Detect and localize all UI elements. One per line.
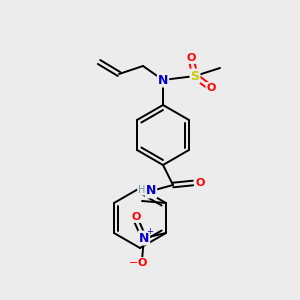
Text: −: − <box>129 258 139 268</box>
Text: O: O <box>131 212 141 222</box>
Text: H: H <box>138 185 145 195</box>
Text: N: N <box>146 184 156 197</box>
Text: O: O <box>186 53 196 63</box>
Text: S: S <box>190 70 200 83</box>
Text: O: O <box>195 178 205 188</box>
Text: N: N <box>158 74 168 86</box>
Text: O: O <box>206 83 216 93</box>
Text: +: + <box>146 227 153 236</box>
Text: N: N <box>139 232 149 244</box>
Text: O: O <box>137 258 147 268</box>
